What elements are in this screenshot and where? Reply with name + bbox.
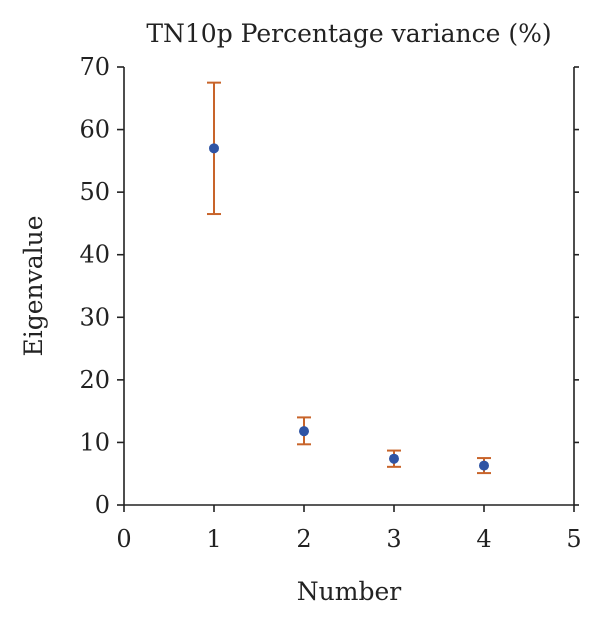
y-tick-label: 0 [95,491,110,519]
data-point [299,426,309,437]
data-points [209,143,489,471]
x-tick-label: 5 [566,525,581,553]
x-tick-label: 1 [206,525,221,553]
y-tick-label: 70 [79,53,110,81]
x-tick-label: 0 [116,525,131,553]
data-point [209,143,219,154]
y-tick-label: 40 [79,241,110,269]
y-tick-label: 10 [79,428,110,456]
error-bars [207,81,491,475]
x-tick-label: 3 [386,525,401,553]
y-tick-label: 60 [79,116,110,144]
tick-marks [117,66,579,512]
x-axis-label: Number [297,577,401,606]
x-tick-label: 4 [476,525,491,553]
y-tick-label: 50 [79,178,110,206]
data-point [479,460,489,471]
y-axis-label: Eigenvalue [19,215,48,356]
y-tick-label: 30 [79,303,110,331]
data-point [389,453,399,464]
x-tick-label: 2 [296,525,311,553]
axes [123,67,575,506]
chart-title: TN10p Percentage variance (%) [146,19,551,48]
y-tick-label: 20 [79,366,110,394]
